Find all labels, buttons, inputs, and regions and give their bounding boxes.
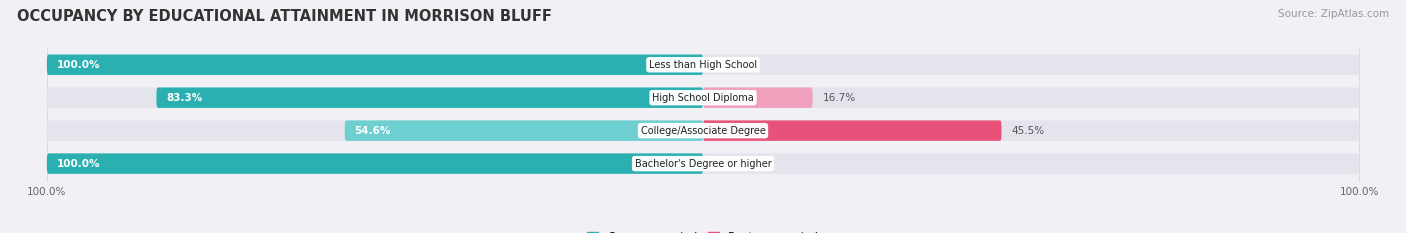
FancyBboxPatch shape — [344, 120, 703, 141]
FancyBboxPatch shape — [46, 153, 1360, 174]
FancyBboxPatch shape — [46, 87, 1360, 108]
Text: 100.0%: 100.0% — [56, 60, 100, 70]
Text: Less than High School: Less than High School — [650, 60, 756, 70]
Text: 0.0%: 0.0% — [713, 159, 740, 169]
Text: Source: ZipAtlas.com: Source: ZipAtlas.com — [1278, 9, 1389, 19]
FancyBboxPatch shape — [46, 55, 1360, 75]
Text: OCCUPANCY BY EDUCATIONAL ATTAINMENT IN MORRISON BLUFF: OCCUPANCY BY EDUCATIONAL ATTAINMENT IN M… — [17, 9, 551, 24]
Text: 83.3%: 83.3% — [166, 93, 202, 103]
FancyBboxPatch shape — [156, 87, 703, 108]
Text: Bachelor's Degree or higher: Bachelor's Degree or higher — [634, 159, 772, 169]
Text: High School Diploma: High School Diploma — [652, 93, 754, 103]
Text: 100.0%: 100.0% — [56, 159, 100, 169]
Text: 54.6%: 54.6% — [354, 126, 391, 136]
FancyBboxPatch shape — [46, 153, 703, 174]
FancyBboxPatch shape — [46, 120, 1360, 141]
FancyBboxPatch shape — [703, 120, 1001, 141]
Text: 45.5%: 45.5% — [1011, 126, 1045, 136]
FancyBboxPatch shape — [46, 55, 703, 75]
Text: College/Associate Degree: College/Associate Degree — [641, 126, 765, 136]
FancyBboxPatch shape — [703, 87, 813, 108]
Text: 0.0%: 0.0% — [713, 60, 740, 70]
Text: 16.7%: 16.7% — [823, 93, 855, 103]
Legend: Owner-occupied, Renter-occupied: Owner-occupied, Renter-occupied — [582, 227, 824, 233]
